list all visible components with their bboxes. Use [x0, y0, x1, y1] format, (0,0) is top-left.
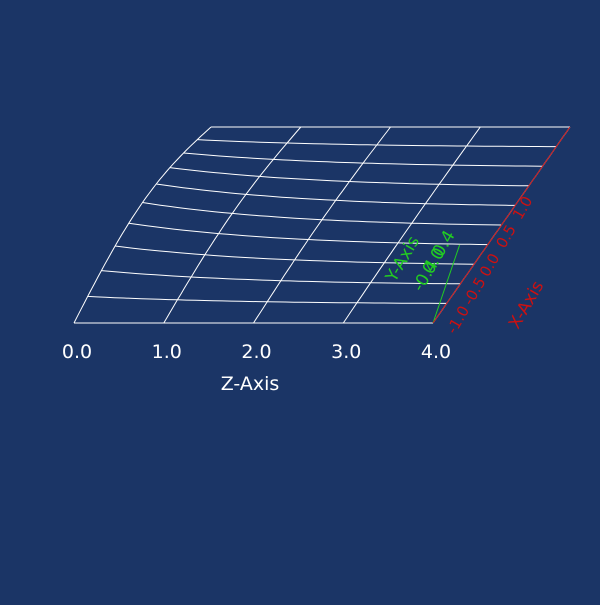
x-axis-line [432, 126, 571, 324]
z-axis-ticks: 0.0 1.0 2.0 3.0 4.0 [62, 341, 451, 363]
z-tick-label: 1.0 [152, 341, 182, 363]
mesh-line-x-3 [115, 245, 475, 265]
mesh-line-x-5 [142, 202, 502, 226]
wireframe-mesh [73, 126, 571, 324]
z-axis-label: Z-Axis [221, 373, 280, 395]
z-tick-label: 4.0 [421, 341, 451, 363]
mesh-line-x-2 [101, 270, 461, 285]
mesh-line-x-8 [183, 152, 543, 167]
z-tick-label: 3.0 [331, 341, 361, 363]
mesh-line-x-6 [156, 183, 516, 206]
z-tick-label: 2.0 [241, 341, 271, 363]
mesh-line-x-4 [128, 222, 488, 246]
mesh-line-x-9 [197, 139, 557, 148]
mesh-line-x-7 [169, 167, 529, 187]
y-axis-line [432, 244, 461, 324]
mesh-line-x-1 [87, 295, 447, 304]
z-tick-label: 0.0 [62, 341, 92, 363]
